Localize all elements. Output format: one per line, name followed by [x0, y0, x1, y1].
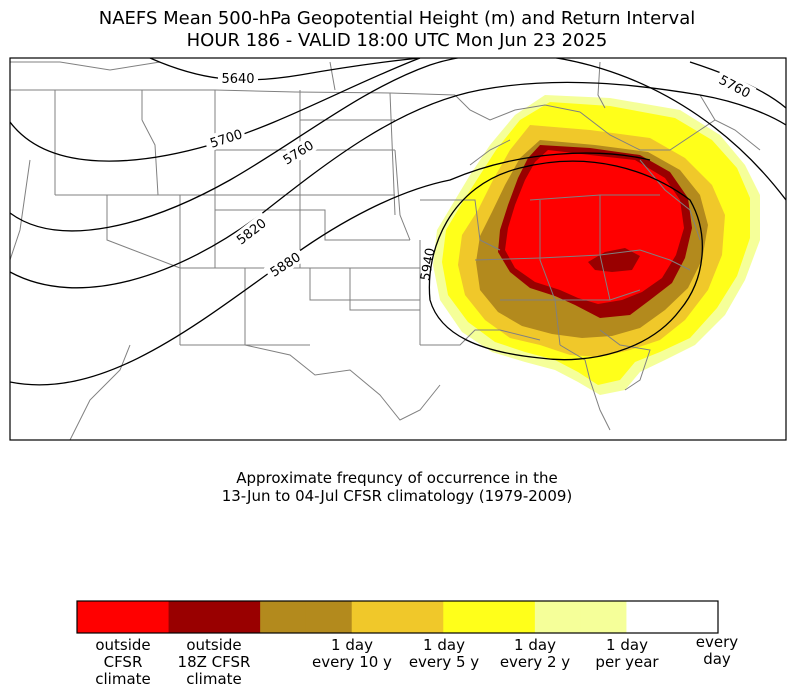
colorbar-segment	[77, 601, 124, 633]
contour-label-5940: 5940	[418, 247, 439, 282]
colorbar-label-line: outside	[186, 636, 242, 654]
colorbar-segment	[214, 601, 261, 633]
contour-label-5640: 5640	[221, 72, 254, 87]
colorbar-label: 1 day every 2 y	[480, 637, 590, 671]
colorbar-label-line: every 5 y	[408, 653, 480, 671]
map-frame	[9, 57, 787, 441]
contour-5880	[10, 152, 651, 386]
colorbar-label-line: day	[703, 650, 731, 668]
colorbar-label: outside 18Z CFSR climate	[159, 637, 269, 688]
contour-5640	[149, 58, 421, 81]
colorbar-segment	[626, 601, 673, 633]
colorbar-segment	[489, 601, 536, 633]
contour-5760-west	[10, 58, 786, 232]
colorbar-label-line: climate	[186, 670, 242, 688]
colorbar-segment	[260, 601, 307, 633]
contour-5820	[10, 81, 786, 289]
colorbar-segment	[305, 601, 353, 633]
climatology-note-line1: Approximate frequncy of occurrence in th…	[236, 469, 558, 487]
colorbar-segment	[168, 601, 215, 633]
colorbar-label-line: 18Z CFSR	[177, 653, 251, 671]
colorbar-label-line: 1 day	[606, 636, 648, 654]
colorbar-label-line: every 2 y	[499, 653, 571, 671]
colorbar-segment	[351, 601, 398, 633]
colorbar-label-line: every 10 y	[312, 653, 392, 671]
political-boundaries	[10, 61, 761, 440]
map-title: NAEFS Mean 500-hPa Geopotential Height (…	[98, 8, 696, 29]
colorbar-segment	[672, 601, 719, 633]
contour-5940	[428, 160, 703, 361]
return-interval-shading	[433, 95, 760, 395]
colorbar-label: outside CFSR climate	[68, 637, 178, 688]
colorbar-label: 1 day every 5 y	[389, 637, 499, 671]
map-panel: 5640 5700 5760 5820 5880 5940 5760	[10, 58, 786, 440]
shade-dark-patch	[588, 248, 640, 272]
colorbar-segment	[443, 601, 490, 633]
colorbar-segment	[580, 601, 627, 633]
colorbar-segment	[122, 601, 170, 633]
colorbar-label-line: per year	[595, 653, 659, 671]
colorbar-label: 1 day every 10 y	[297, 637, 407, 671]
colorbar-label-line: CFSR	[103, 653, 143, 671]
colorbar-label-line: 1 day	[331, 636, 373, 654]
colorbar-label: every day	[662, 634, 772, 668]
colorbar	[77, 601, 719, 633]
colorbar-segment	[397, 601, 444, 633]
colorbar-label-line: outside	[95, 636, 151, 654]
colorbar-segment	[534, 601, 582, 633]
colorbar-label-line: climate	[95, 670, 151, 688]
climatology-note-line2: 13-Jun to 04-Jul CFSR climatology (1979-…	[221, 487, 573, 505]
map-valid-time: HOUR 186 - VALID 18:00 UTC Mon Jun 23 20…	[186, 30, 608, 51]
colorbar-frame	[76, 600, 719, 634]
colorbar-label-line: 1 day	[423, 636, 465, 654]
colorbar-label-line: 1 day	[514, 636, 556, 654]
colorbar-label: 1 day per year	[572, 637, 682, 671]
colorbar-label-line: every	[695, 633, 739, 651]
shade-outside-cfsr-climate	[505, 150, 684, 304]
